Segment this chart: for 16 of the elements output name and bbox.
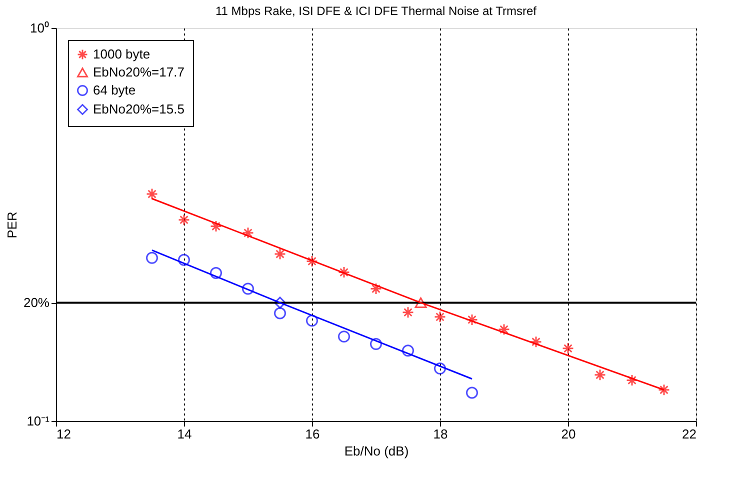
y-tick-label: 20% — [23, 295, 50, 310]
chart-title: 11 Mbps Rake, ISI DFE & ICI DFE Thermal Noise at Trmsref — [216, 4, 538, 18]
x-tick-label: 14 — [177, 426, 192, 442]
x-tick-label: 20 — [561, 426, 576, 442]
x-tick-label: 12 — [56, 426, 71, 442]
x-tick-label: 16 — [305, 426, 320, 442]
x-tick-label: 22 — [682, 426, 696, 442]
y-tick-label: 10⁻¹ — [26, 414, 50, 428]
y-tick-label: 10⁰ — [30, 20, 50, 36]
legend-label: EbNo20%=17.7 — [93, 64, 184, 80]
y-axis-title: PER — [4, 212, 20, 238]
legend-label: 64 byte — [93, 82, 136, 98]
x-tick-label: 18 — [433, 426, 448, 442]
legend-label: EbNo20%=15.5 — [93, 102, 184, 116]
legend-label: 1000 byte — [93, 46, 150, 62]
x-axis-title: Eb/No (dB) — [344, 444, 409, 458]
